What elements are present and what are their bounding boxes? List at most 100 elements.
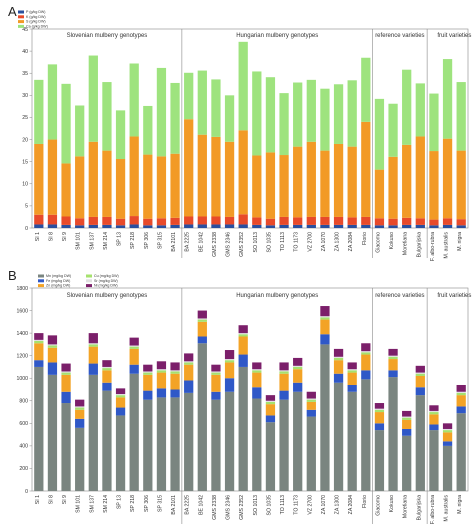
x-tick-label: SP 306 xyxy=(144,232,150,249)
bar-segment xyxy=(102,382,112,391)
bar-segment xyxy=(347,384,357,392)
bar-segment xyxy=(238,366,248,491)
y-tick-label: 35 xyxy=(22,71,28,77)
bar-segment xyxy=(34,224,44,228)
bar-segment xyxy=(129,345,139,347)
x-tick-label: Kokuso xyxy=(389,495,395,512)
bar-segment xyxy=(442,445,453,491)
bar-segment xyxy=(306,401,316,410)
bar-segment xyxy=(156,397,167,491)
bar-segment xyxy=(265,77,276,153)
x-tick-label: TO 1173 xyxy=(294,232,300,252)
bar-segment xyxy=(61,216,71,225)
x-tick-label: SP 13 xyxy=(117,232,123,246)
y-tick-label: 15 xyxy=(22,159,28,165)
bar-segment xyxy=(306,398,316,400)
bar-segment xyxy=(211,374,221,392)
bar-segment xyxy=(442,224,453,228)
bar-segment xyxy=(211,372,221,375)
bar-segment xyxy=(102,82,112,151)
y-tick-label: 600 xyxy=(19,421,28,427)
bar-segment xyxy=(184,119,194,217)
x-tick-label: SO 1035 xyxy=(266,495,272,516)
bar-segment xyxy=(265,400,276,402)
bar-segment xyxy=(102,216,112,225)
bar-segment xyxy=(320,88,330,151)
bar-segment xyxy=(442,59,453,139)
bar-segment xyxy=(34,143,44,215)
bar-segment xyxy=(456,395,466,407)
bar-segment xyxy=(306,224,316,228)
bar-segment xyxy=(279,371,289,374)
bar-segment xyxy=(197,336,207,344)
bar-segment xyxy=(265,422,276,491)
bar-segment xyxy=(238,224,248,228)
bar-segment xyxy=(415,387,425,396)
bar-segment xyxy=(306,79,316,142)
bar-segment xyxy=(170,371,180,374)
bar-segment xyxy=(361,354,371,371)
legend-entry: Ca (g/kg DW) xyxy=(26,24,48,28)
bar-segment xyxy=(211,391,221,400)
x-tick-label: Giacomo xyxy=(375,232,381,253)
bar-segment xyxy=(88,343,98,345)
bar-segment xyxy=(34,341,44,344)
bar-segment xyxy=(306,416,316,491)
x-tick-label: SO 1035 xyxy=(266,232,272,253)
bar-segment xyxy=(88,333,98,344)
bar-segment xyxy=(115,397,126,408)
bar-segment xyxy=(333,360,344,374)
x-tick-label: M. australis xyxy=(444,495,450,522)
bar-segment xyxy=(170,82,180,154)
y-tick-label: 45 xyxy=(22,27,28,33)
y-tick-label: 800 xyxy=(19,399,28,405)
x-tick-label: SP 218 xyxy=(130,495,136,512)
x-tick-label: ZA 2084 xyxy=(348,495,354,514)
bar-segment xyxy=(156,369,167,371)
bar-segment xyxy=(47,139,58,215)
bar-segment xyxy=(429,225,439,228)
bar-segment xyxy=(442,428,453,431)
bar-segment xyxy=(102,150,112,217)
bar-segment xyxy=(388,355,398,357)
bar-segment xyxy=(252,71,262,156)
bar-segment xyxy=(347,362,357,370)
bar-segment xyxy=(224,359,235,361)
bar-segment xyxy=(429,151,439,220)
bar-segment xyxy=(265,401,276,405)
bar-segment xyxy=(306,399,316,402)
bar-segment xyxy=(75,418,85,428)
bar-segment xyxy=(184,353,194,362)
x-tick-label: ZA 2084 xyxy=(348,232,354,251)
group-label: reference varieties xyxy=(375,293,424,299)
x-tick-label: Giacomo xyxy=(375,495,381,516)
x-tick-label: SP 13 xyxy=(117,495,123,509)
x-tick-label: Florio xyxy=(362,495,368,508)
bar-segment xyxy=(361,351,371,353)
bar-segment xyxy=(143,218,153,226)
bar-segment xyxy=(333,357,344,361)
bar-segment xyxy=(61,374,71,392)
bar-segment xyxy=(224,224,235,228)
bar-segment xyxy=(347,391,357,491)
bar-segment xyxy=(61,372,71,375)
bar-segment xyxy=(224,362,235,379)
bar-segment xyxy=(361,57,371,122)
bar-segment xyxy=(224,216,235,225)
bar-segment xyxy=(184,362,194,365)
bar-segment xyxy=(197,224,207,228)
bar-segment xyxy=(156,370,167,373)
bar-segment xyxy=(34,339,44,342)
bar-segment xyxy=(279,370,289,372)
bar-segment xyxy=(415,365,425,373)
x-tick-label: SM 137 xyxy=(89,232,95,250)
bar-segment xyxy=(88,374,98,491)
bar-segment xyxy=(34,366,44,491)
bar-segment xyxy=(333,216,344,225)
group-label: Slovenian mulberry genotypes xyxy=(67,33,148,39)
bar-segment xyxy=(156,67,167,157)
bar-segment xyxy=(102,390,112,491)
bar-segment xyxy=(88,216,98,225)
bar-segment xyxy=(415,224,425,228)
legend-entry: Sr (mg/kg DW) xyxy=(94,279,118,283)
